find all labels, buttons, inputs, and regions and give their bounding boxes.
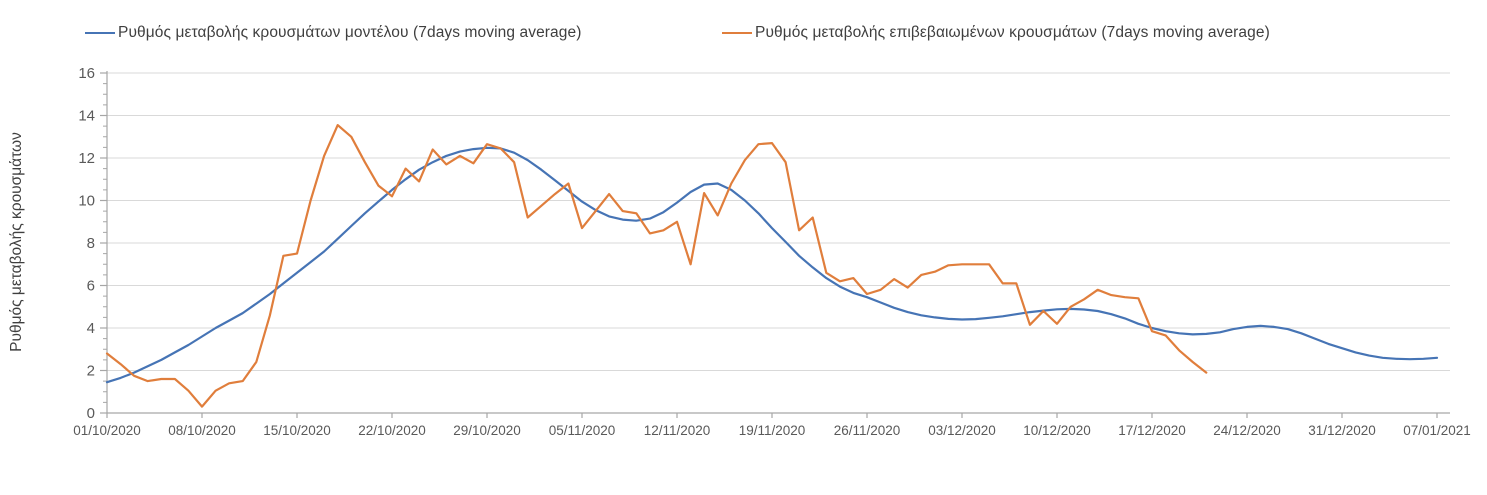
legend-label-confirmed: Ρυθμός μεταβολής επιβεβαιωμένων κρουσμάτ… — [755, 24, 1270, 41]
y-tick-label: 16 — [78, 65, 95, 82]
x-tick-label: 08/10/2020 — [168, 423, 236, 438]
x-tick-label: 24/12/2020 — [1213, 423, 1281, 438]
x-tick-label: 01/10/2020 — [73, 423, 141, 438]
x-tick-label: 22/10/2020 — [358, 423, 426, 438]
y-tick-label: 4 — [87, 320, 95, 337]
y-axis-title: Ρυθμός μεταβολής κρουσμάτων — [8, 132, 25, 352]
series-line-model — [105, 146, 1439, 384]
legend-item-confirmed: Ρυθμός μεταβολής επιβεβαιωμένων κρουσμάτ… — [722, 24, 1270, 42]
x-tick-label: 29/10/2020 — [453, 423, 521, 438]
x-tick-label: 19/11/2020 — [739, 423, 806, 438]
y-tick-label: 2 — [87, 363, 95, 380]
y-tick-label: 0 — [87, 405, 95, 422]
legend-label-model: Ρυθμός μεταβολής κρουσμάτων μοντέλου (7d… — [118, 24, 582, 41]
x-tick-label: 05/11/2020 — [549, 423, 616, 438]
legend-line-icon-confirmed — [722, 32, 752, 34]
x-tick-label: 12/11/2020 — [644, 423, 711, 438]
y-tick-label: 14 — [78, 108, 95, 125]
y-tick-label: 8 — [87, 235, 95, 252]
series-line-confirmed — [105, 123, 1208, 408]
y-tick-label: 10 — [78, 193, 95, 210]
x-tick-label: 26/11/2020 — [834, 423, 901, 438]
legend-line-icon-model — [85, 32, 115, 34]
x-tick-label: 07/01/2021 — [1403, 423, 1471, 438]
x-tick-label: 15/10/2020 — [263, 423, 331, 438]
x-tick-label: 03/12/2020 — [928, 423, 996, 438]
legend-item-model: Ρυθμός μεταβολής κρουσμάτων μοντέλου (7d… — [85, 24, 581, 42]
x-tick-label: 10/12/2020 — [1023, 423, 1091, 438]
y-tick-label: 6 — [87, 278, 95, 295]
x-tick-label: 17/12/2020 — [1118, 423, 1186, 438]
y-tick-label: 12 — [78, 150, 95, 167]
x-tick-label: 31/12/2020 — [1308, 423, 1376, 438]
